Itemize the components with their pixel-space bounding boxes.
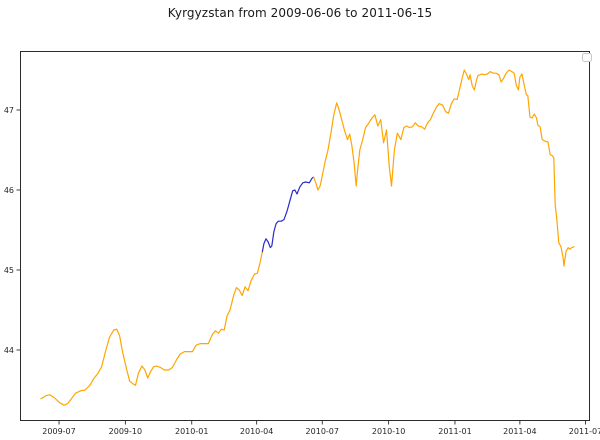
x-tick-label: 2011-04 — [503, 427, 536, 436]
y-tick-label: 47 — [4, 106, 14, 115]
x-tick-label: 2009-07 — [42, 427, 75, 436]
y-tick-label: 44 — [4, 346, 14, 355]
chart-title: Kyrgyzstan from 2009-06-06 to 2011-06-15 — [167, 6, 433, 20]
y-tick-label: 45 — [4, 266, 14, 275]
x-tick-label: 2010-01 — [175, 427, 208, 436]
x-tick-label: 2011-01 — [438, 427, 471, 436]
axes-frame — [20, 51, 590, 421]
legend-box — [582, 53, 592, 62]
x-tick-label: 2009-10 — [109, 427, 142, 436]
x-tick-label: 2010-04 — [240, 427, 273, 436]
x-tick-label: 2010-10 — [372, 427, 405, 436]
series-line-rate-after-highlight — [313, 69, 575, 267]
series-line-rate-before-highlight — [40, 251, 263, 406]
series-line-highlighted-period — [261, 176, 315, 253]
x-tick-label: 2010-07 — [306, 427, 339, 436]
y-tick-label: 46 — [4, 186, 14, 195]
x-tick-label: 2011-07 — [569, 427, 600, 436]
